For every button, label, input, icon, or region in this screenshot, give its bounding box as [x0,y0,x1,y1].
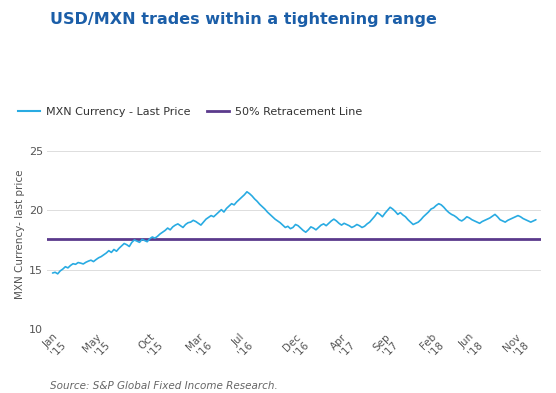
Text: Source: S&P Global Fixed Income Research.: Source: S&P Global Fixed Income Research… [50,381,278,391]
Legend: MXN Currency - Last Price, 50% Retracement Line: MXN Currency - Last Price, 50% Retraceme… [13,103,366,121]
Y-axis label: MXN Currency- last price: MXN Currency- last price [15,169,25,299]
Text: USD/MXN trades within a tightening range: USD/MXN trades within a tightening range [50,12,437,27]
